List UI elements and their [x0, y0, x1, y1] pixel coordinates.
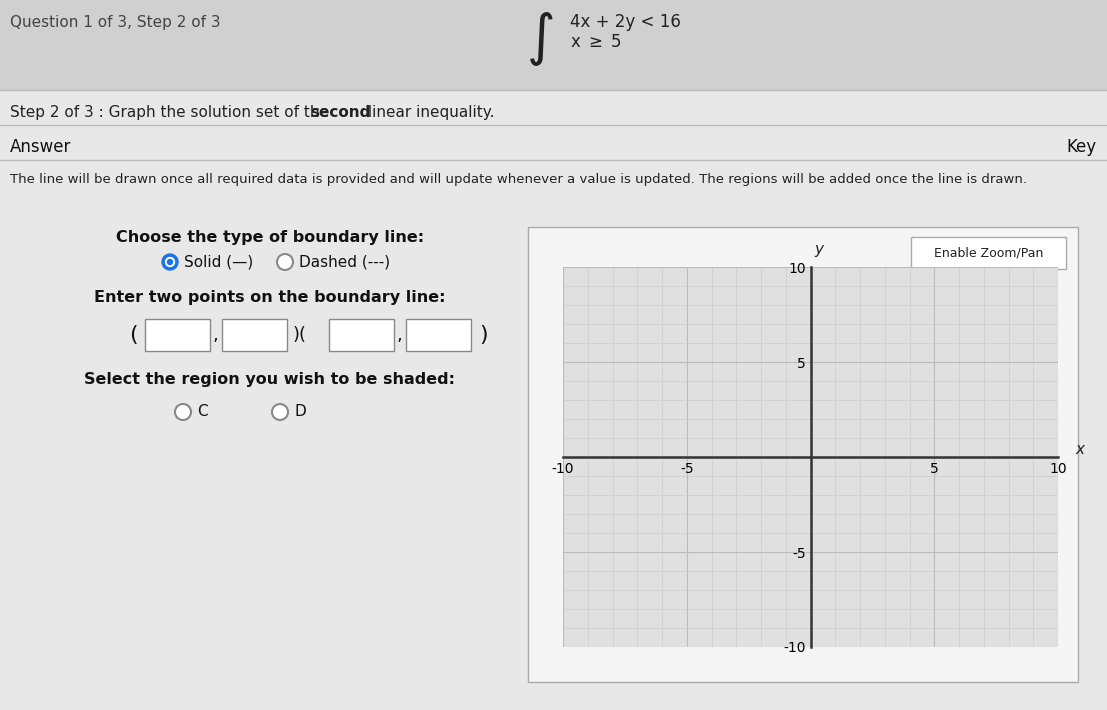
Text: ,: , [213, 326, 218, 344]
Text: Question 1 of 3, Step 2 of 3: Question 1 of 3, Step 2 of 3 [10, 15, 220, 30]
Bar [406, 319, 470, 351]
Text: Step 2 of 3 : Graph the solution set of the: Step 2 of 3 : Graph the solution set of … [10, 105, 334, 120]
Circle shape [167, 259, 173, 265]
Text: Answer: Answer [10, 138, 71, 156]
Text: Key: Key [1067, 138, 1097, 156]
Text: Enable Zoom/Pan: Enable Zoom/Pan [934, 246, 1043, 259]
Text: Choose the type of boundary line:: Choose the type of boundary line: [116, 230, 424, 245]
Bar [329, 319, 394, 351]
Text: x: x [1076, 442, 1085, 457]
Circle shape [175, 404, 192, 420]
Circle shape [162, 254, 178, 270]
Text: y: y [815, 242, 824, 258]
Circle shape [272, 404, 288, 420]
Text: (: ( [128, 325, 137, 345]
Circle shape [166, 258, 175, 266]
Circle shape [277, 254, 293, 270]
Text: ): ) [479, 325, 487, 345]
Text: 4x + 2y < 16: 4x + 2y < 16 [570, 13, 681, 31]
Text: second: second [310, 105, 371, 120]
Text: x $\geq$ 5: x $\geq$ 5 [570, 33, 622, 51]
Bar [223, 319, 287, 351]
Text: Enter two points on the boundary line:: Enter two points on the boundary line: [94, 290, 446, 305]
Text: Select the region you wish to be shaded:: Select the region you wish to be shaded: [84, 372, 455, 387]
Text: Solid (—): Solid (—) [184, 254, 254, 270]
Bar [0, 0, 1107, 90]
Text: $\int$: $\int$ [526, 10, 554, 68]
Text: C: C [197, 405, 208, 420]
Bar [911, 237, 1066, 269]
Text: linear inequality.: linear inequality. [363, 105, 495, 120]
Bar [145, 319, 210, 351]
Text: The line will be drawn once all required data is provided and will update whenev: The line will be drawn once all required… [10, 173, 1027, 186]
Text: ,: , [396, 326, 402, 344]
Bar [528, 227, 1078, 682]
Text: Dashed (---): Dashed (---) [299, 254, 390, 270]
Text: )(: )( [293, 326, 307, 344]
Text: D: D [294, 405, 306, 420]
